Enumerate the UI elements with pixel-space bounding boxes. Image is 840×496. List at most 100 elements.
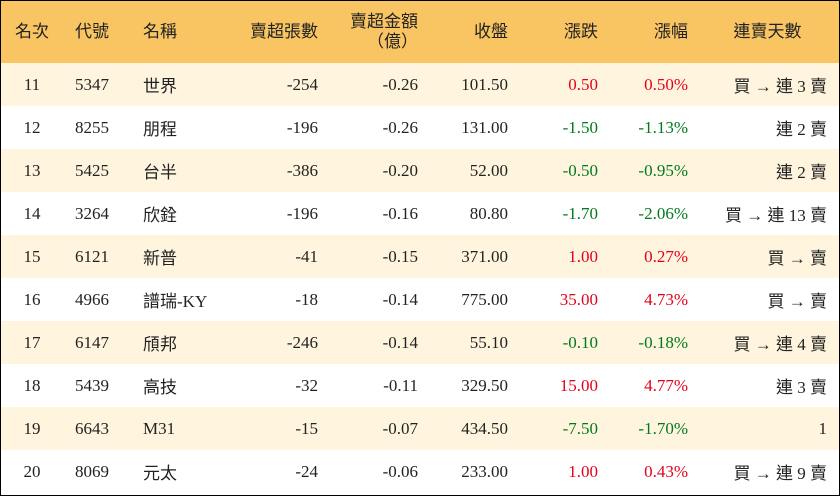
table-cell: 5439	[75, 375, 109, 395]
table-cell: -0.06	[382, 461, 418, 481]
table-cell: 0.50%	[606, 63, 696, 106]
table-cell: 0.43%	[644, 461, 688, 481]
table-cell: 80.80	[469, 203, 508, 223]
table-row: 18 5439 高技 -32 -0.11 329.50 15.00 4.77% 連 3 賣	[1, 364, 839, 407]
column-header: 賣超張數	[231, 1, 326, 63]
table-cell: -18	[295, 289, 318, 309]
table-row: 16 4966 譜瑞-KY -18 -0.14 775.00 35.00 4.73% 買 → 賣	[1, 278, 839, 321]
table-cell: 13	[1, 149, 63, 192]
table-cell: 台半	[131, 149, 231, 192]
table-header: 名次 代號 名稱 賣超張數 賣超金額 （億） 收盤 漲跌 漲幅 連賣天數	[1, 1, 839, 63]
table-cell: 1.00	[568, 461, 598, 481]
table-cell: 16	[23, 289, 41, 309]
table-cell: -32	[295, 375, 318, 395]
table-cell: 8069	[75, 461, 109, 481]
table-cell: 連 2 賣	[696, 149, 839, 192]
table-cell: -41	[231, 235, 326, 278]
table-cell: 頎邦	[131, 321, 231, 364]
table-cell: 15.00	[559, 375, 598, 395]
table-cell: 6147	[63, 321, 131, 364]
table-cell: 17	[1, 321, 63, 364]
table-row: 20 8069 元太 -24 -0.06 233.00 1.00 0.43% 買 → 連 9 賣	[1, 450, 839, 493]
table-cell: -0.10	[516, 321, 606, 364]
table-cell: 329.50	[461, 375, 508, 395]
table-cell: -0.14	[326, 321, 426, 364]
table-cell: 買 → 賣	[767, 292, 828, 311]
table-cell: 買 → 連 4 賣	[696, 321, 839, 364]
column-header: 漲跌	[516, 1, 606, 63]
table-cell: 101.50	[426, 63, 516, 106]
header-text: 代號	[75, 22, 109, 41]
header-text: 漲幅	[654, 22, 688, 41]
header-text: 名次	[15, 22, 49, 41]
table-cell: 52.00	[426, 149, 516, 192]
table-cell: 連 3 賣	[776, 378, 827, 397]
table-cell: -0.20	[326, 149, 426, 192]
table-cell: -24	[295, 461, 318, 481]
header-row: 名次 代號 名稱 賣超張數 賣超金額 （億） 收盤 漲跌 漲幅 連賣天數	[1, 1, 839, 63]
table-cell: 12	[23, 117, 41, 137]
table-body: 11 5347 世界 -254 -0.26 101.50 0.50 0.50% 買 → 連 3 …	[1, 63, 839, 493]
table-cell: -254	[231, 63, 326, 106]
table-cell: -0.50	[516, 149, 606, 192]
table-cell: -15	[231, 407, 326, 450]
table-cell: 0.50	[516, 63, 606, 106]
table-cell: -1.70	[562, 203, 598, 223]
column-header: 名次	[1, 1, 63, 63]
table-row: 13 5425 台半 -386 -0.20 52.00 -0.50 -0.95% 連 2 賣	[1, 149, 839, 192]
table-cell: -7.50	[516, 407, 606, 450]
column-header: 漲幅	[606, 1, 696, 63]
table-cell: 14	[23, 203, 41, 223]
table-cell: -0.95%	[606, 149, 696, 192]
table-cell: 世界	[131, 63, 231, 106]
table-cell: 新普	[131, 235, 231, 278]
table-cell: -2.06%	[638, 203, 688, 223]
table-cell: -0.07	[326, 407, 426, 450]
column-header: 代號	[63, 1, 131, 63]
header-text: 收盤	[474, 22, 508, 41]
table-cell: -0.18%	[606, 321, 696, 364]
table-cell: -0.26	[326, 63, 426, 106]
table-cell: -196	[286, 203, 318, 223]
table-row: 12 8255 朋程 -196 -0.26 131.00 -1.50 -1.13% 連 2 賣	[1, 106, 839, 149]
table-cell: 11	[1, 63, 63, 106]
table-cell: -1.70%	[606, 407, 696, 450]
table-cell: 買 → 連 3 賣	[696, 63, 839, 106]
table-cell: 35.00	[559, 289, 598, 309]
table-cell: 0.27%	[606, 235, 696, 278]
header-text: 名稱	[143, 22, 177, 41]
column-header: 賣超金額 （億）	[326, 1, 426, 63]
table-cell: 371.00	[426, 235, 516, 278]
table-cell: -0.15	[326, 235, 426, 278]
table-cell: 5347	[63, 63, 131, 106]
table-row: 14 3264 欣銓 -196 -0.16 80.80 -1.70 -2.06% 買 → 連 1…	[1, 192, 839, 235]
header-text: 漲跌	[564, 22, 598, 41]
table-cell: 775.00	[461, 289, 508, 309]
table-cell: 買 → 賣	[696, 235, 839, 278]
table-cell: 元太	[143, 464, 177, 483]
table-cell: 233.00	[461, 461, 508, 481]
table-cell: 1	[696, 407, 839, 450]
column-header: 收盤	[426, 1, 516, 63]
table-cell: 1.00	[516, 235, 606, 278]
table-cell: 買 → 連 13 賣	[725, 206, 827, 225]
table-cell: -0.16	[382, 203, 418, 223]
header-text: 賣超張數	[250, 22, 318, 41]
table-row: 11 5347 世界 -254 -0.26 101.50 0.50 0.50% 買 → 連 3 …	[1, 63, 839, 106]
table-cell: 3264	[75, 203, 109, 223]
table-cell: -246	[231, 321, 326, 364]
table-cell: 譜瑞-KY	[143, 292, 208, 311]
table-cell: -0.26	[382, 117, 418, 137]
table-cell: 買 → 連 9 賣	[733, 464, 828, 483]
table-cell: -0.14	[382, 289, 418, 309]
table-cell: -386	[231, 149, 326, 192]
table-row: 15 6121 新普 -41 -0.15 371.00 1.00 0.27% 買 → 賣	[1, 235, 839, 278]
table-row: 17 6147 頎邦 -246 -0.14 55.10 -0.10 -0.18% 買 → 連 4…	[1, 321, 839, 364]
table-cell: M31	[131, 407, 231, 450]
table-cell: 20	[23, 461, 41, 481]
table-cell: 131.00	[461, 117, 508, 137]
table-cell: -1.13%	[638, 117, 688, 137]
table-cell: 8255	[75, 117, 109, 137]
